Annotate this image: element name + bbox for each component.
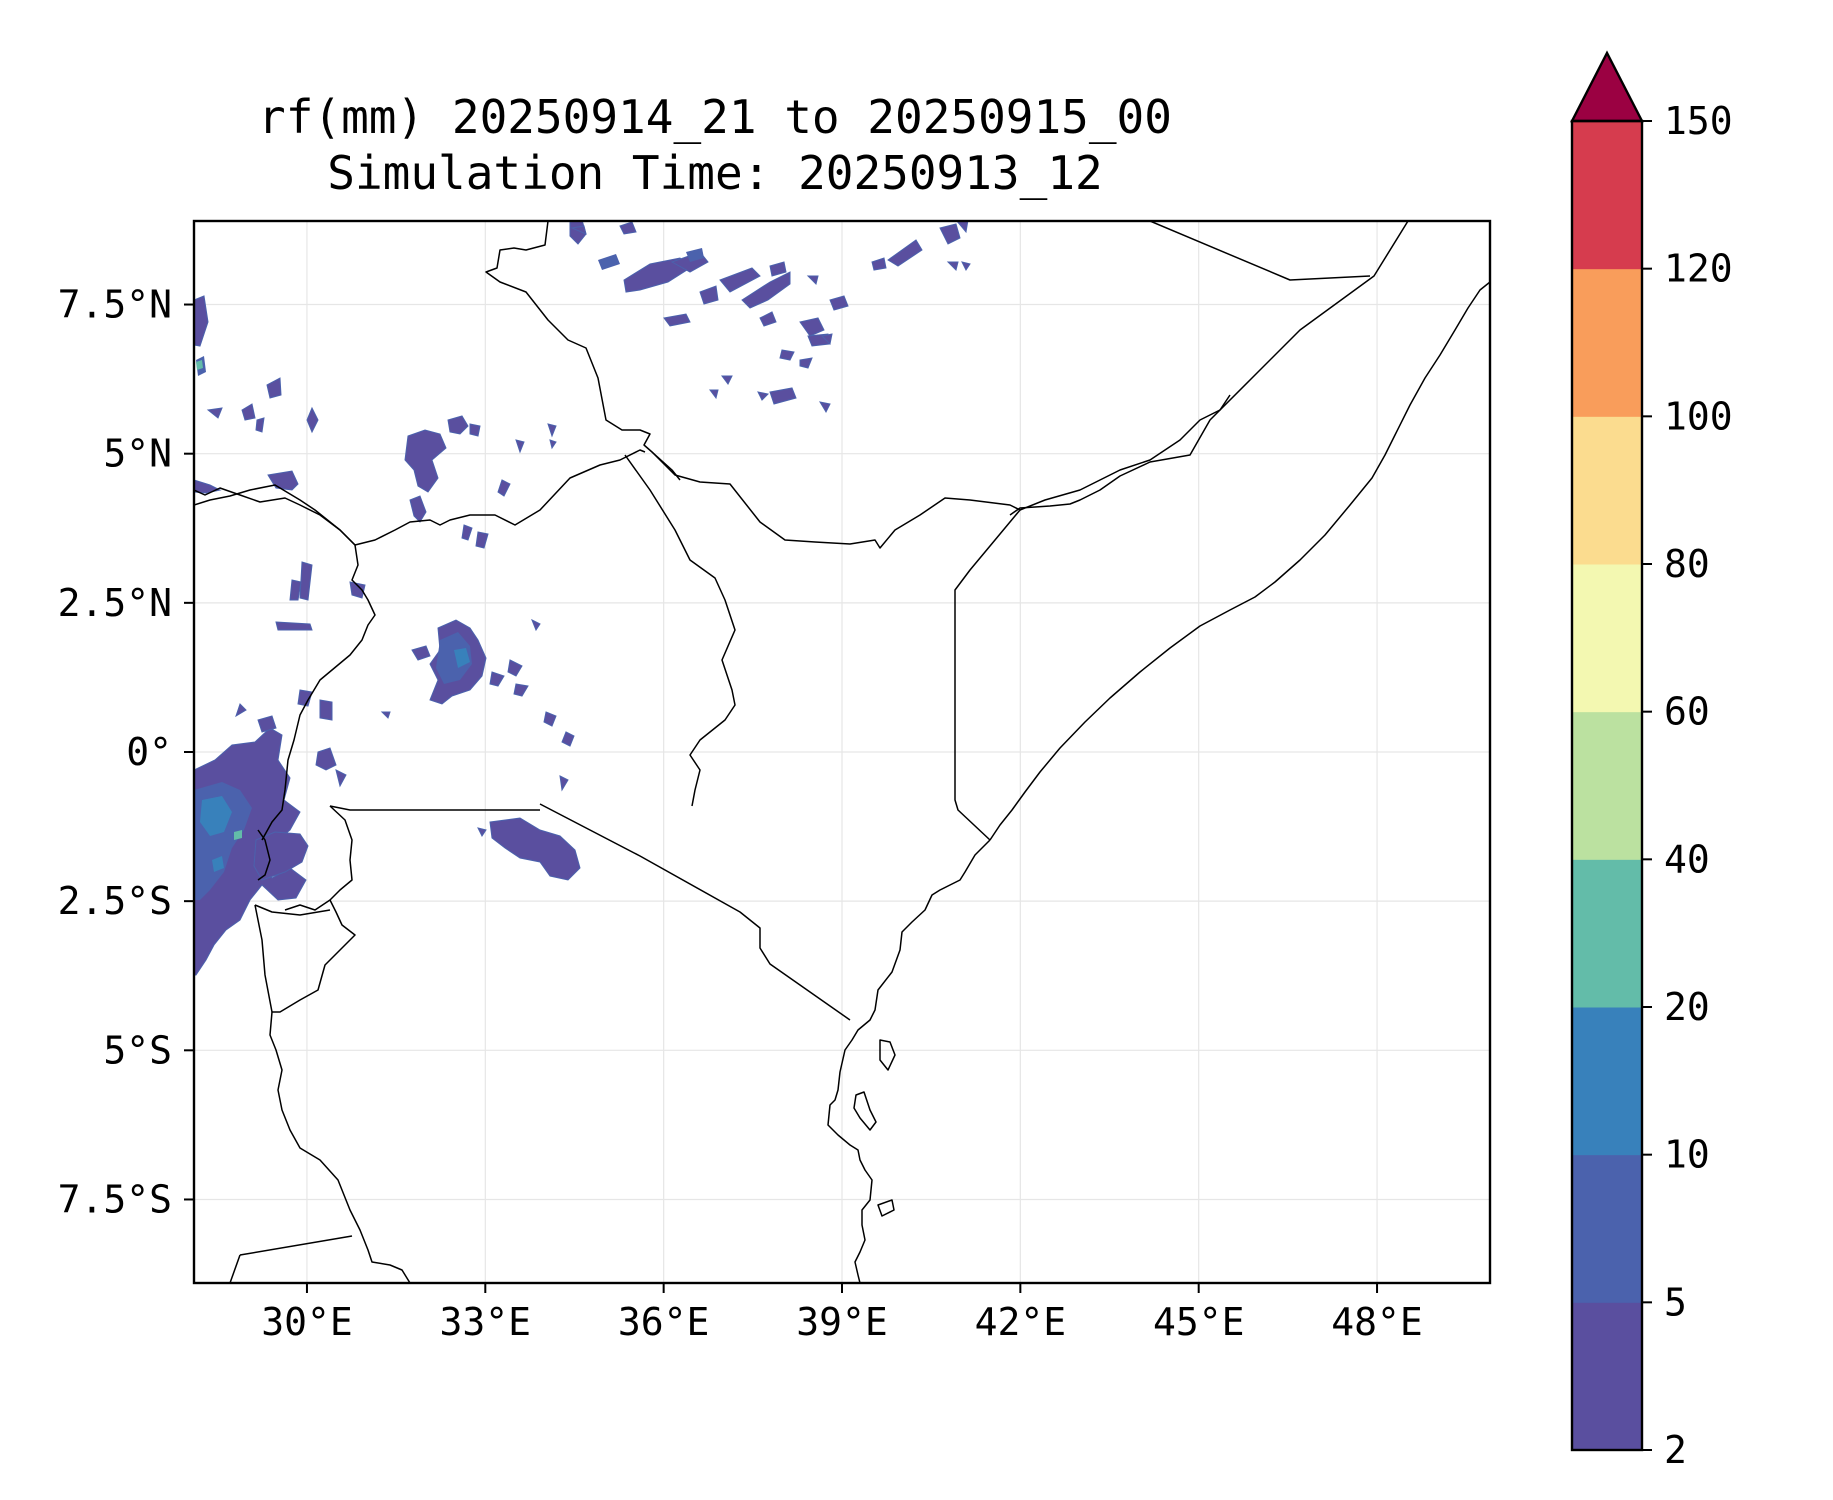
x-axis-ticks: 30°E 33°E 36°E 39°E 42°E 45°E 48°E [261, 1283, 1423, 1344]
colorbar-segment [1572, 1007, 1642, 1156]
x-tick-label: 48°E [1331, 1300, 1423, 1344]
y-tick-label: 0° [126, 730, 172, 774]
x-tick-label: 33°E [440, 1300, 532, 1344]
colorbar-segment [1572, 416, 1642, 565]
colorbar-tick-label: 100 [1664, 394, 1733, 438]
y-tick-label: 2.5°S [58, 879, 172, 923]
x-tick-label: 45°E [1153, 1300, 1245, 1344]
rainfall-patches [194, 221, 971, 976]
colorbar-tick-label: 2 [1664, 1428, 1687, 1472]
colorbar-segment [1572, 564, 1642, 713]
colorbar-segment [1572, 121, 1642, 270]
y-tick-label: 7.5°N [58, 283, 172, 327]
chart-subtitle: Simulation Time: 20250913_12 [327, 146, 1103, 200]
colorbar-segment [1572, 711, 1642, 860]
colorbar-frame [1570, 119, 1644, 1452]
x-tick-label: 36°E [618, 1300, 710, 1344]
y-tick-label: 5°N [103, 432, 172, 476]
colorbar-tick-label: 120 [1664, 247, 1733, 291]
x-tick-label: 39°E [796, 1300, 888, 1344]
x-tick-label: 30°E [261, 1300, 353, 1344]
colorbar-tick-label: 5 [1664, 1280, 1687, 1324]
x-tick-label: 42°E [975, 1300, 1067, 1344]
colorbar-tick-label: 60 [1664, 690, 1710, 734]
colorbar-tick-label: 20 [1664, 985, 1710, 1029]
y-tick-label: 5°S [103, 1028, 172, 1072]
rain-level-10-20 [200, 648, 470, 872]
rain-level-20-40 [196, 360, 242, 840]
gridlines [194, 221, 1490, 1283]
colorbar-segment [1572, 1302, 1642, 1451]
y-tick-label: 7.5°S [58, 1177, 172, 1221]
rain-level-2-5 [194, 221, 971, 976]
colorbar-tick-label: 10 [1664, 1133, 1710, 1177]
colorbar-tick-label: 40 [1664, 837, 1710, 881]
colorbar-segment [1572, 859, 1642, 1008]
colorbar-tick-label: 150 [1664, 99, 1733, 143]
y-axis-ticks: 7.5°N 5°N 2.5°N 0° 2.5°S 5°S 7.5°S [58, 283, 194, 1221]
chart-title: rf(mm) 20250914_21 to 20250915_00 [258, 90, 1172, 144]
colorbar-segment [1572, 268, 1642, 417]
y-tick-label: 2.5°N [58, 581, 172, 625]
country-borders [194, 221, 1490, 1283]
colorbar-extend-arrow [1570, 50, 1644, 123]
colorbar-segment [1572, 1154, 1642, 1303]
colorbar: 2 5 10 20 40 60 80 100 120 150 [1570, 50, 1733, 1472]
colorbar-tick-label: 80 [1664, 542, 1710, 586]
